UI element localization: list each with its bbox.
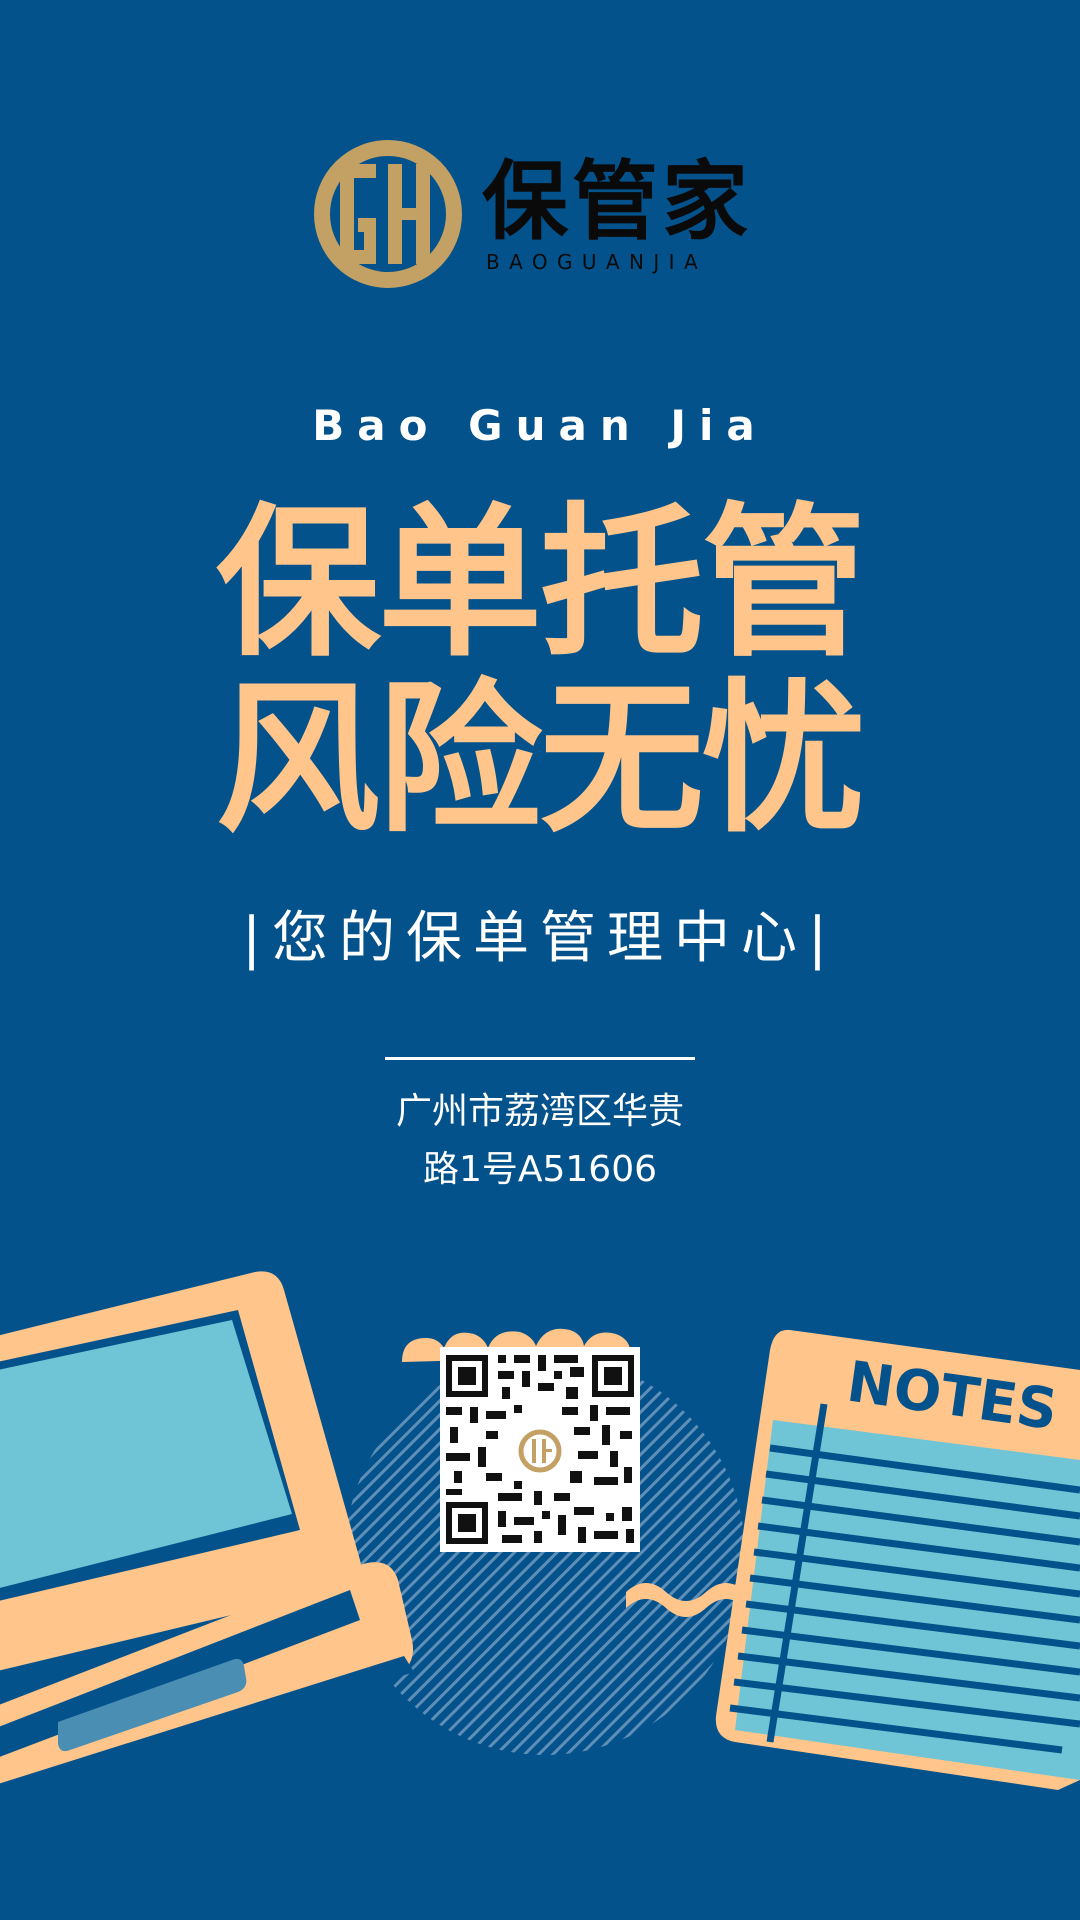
- logo-mark-icon: [314, 140, 462, 288]
- headline-line-1: 保单托管: [215, 488, 866, 679]
- wave-side: [626, 1583, 746, 1617]
- logo-name: 保管家: [482, 152, 752, 252]
- brand-english-name: Bao Guan Jia: [312, 401, 768, 450]
- qr-code[interactable]: [440, 1347, 640, 1552]
- qr-code-icon: [440, 1347, 640, 1552]
- address-line-1: 广州市荔湾区华贵: [395, 1091, 684, 1132]
- address-line-2: 路1号A51606: [422, 1149, 658, 1190]
- divider: [385, 1057, 695, 1060]
- headline-line-2: 风险无忧: [215, 664, 866, 855]
- notepad-illustration: NOTES: [715, 1329, 1080, 1790]
- logo-pinyin: BAOGUANJIA: [486, 250, 708, 274]
- laptop-illustration: [0, 1271, 414, 1807]
- tagline: |您的保单管理中心|: [242, 906, 838, 971]
